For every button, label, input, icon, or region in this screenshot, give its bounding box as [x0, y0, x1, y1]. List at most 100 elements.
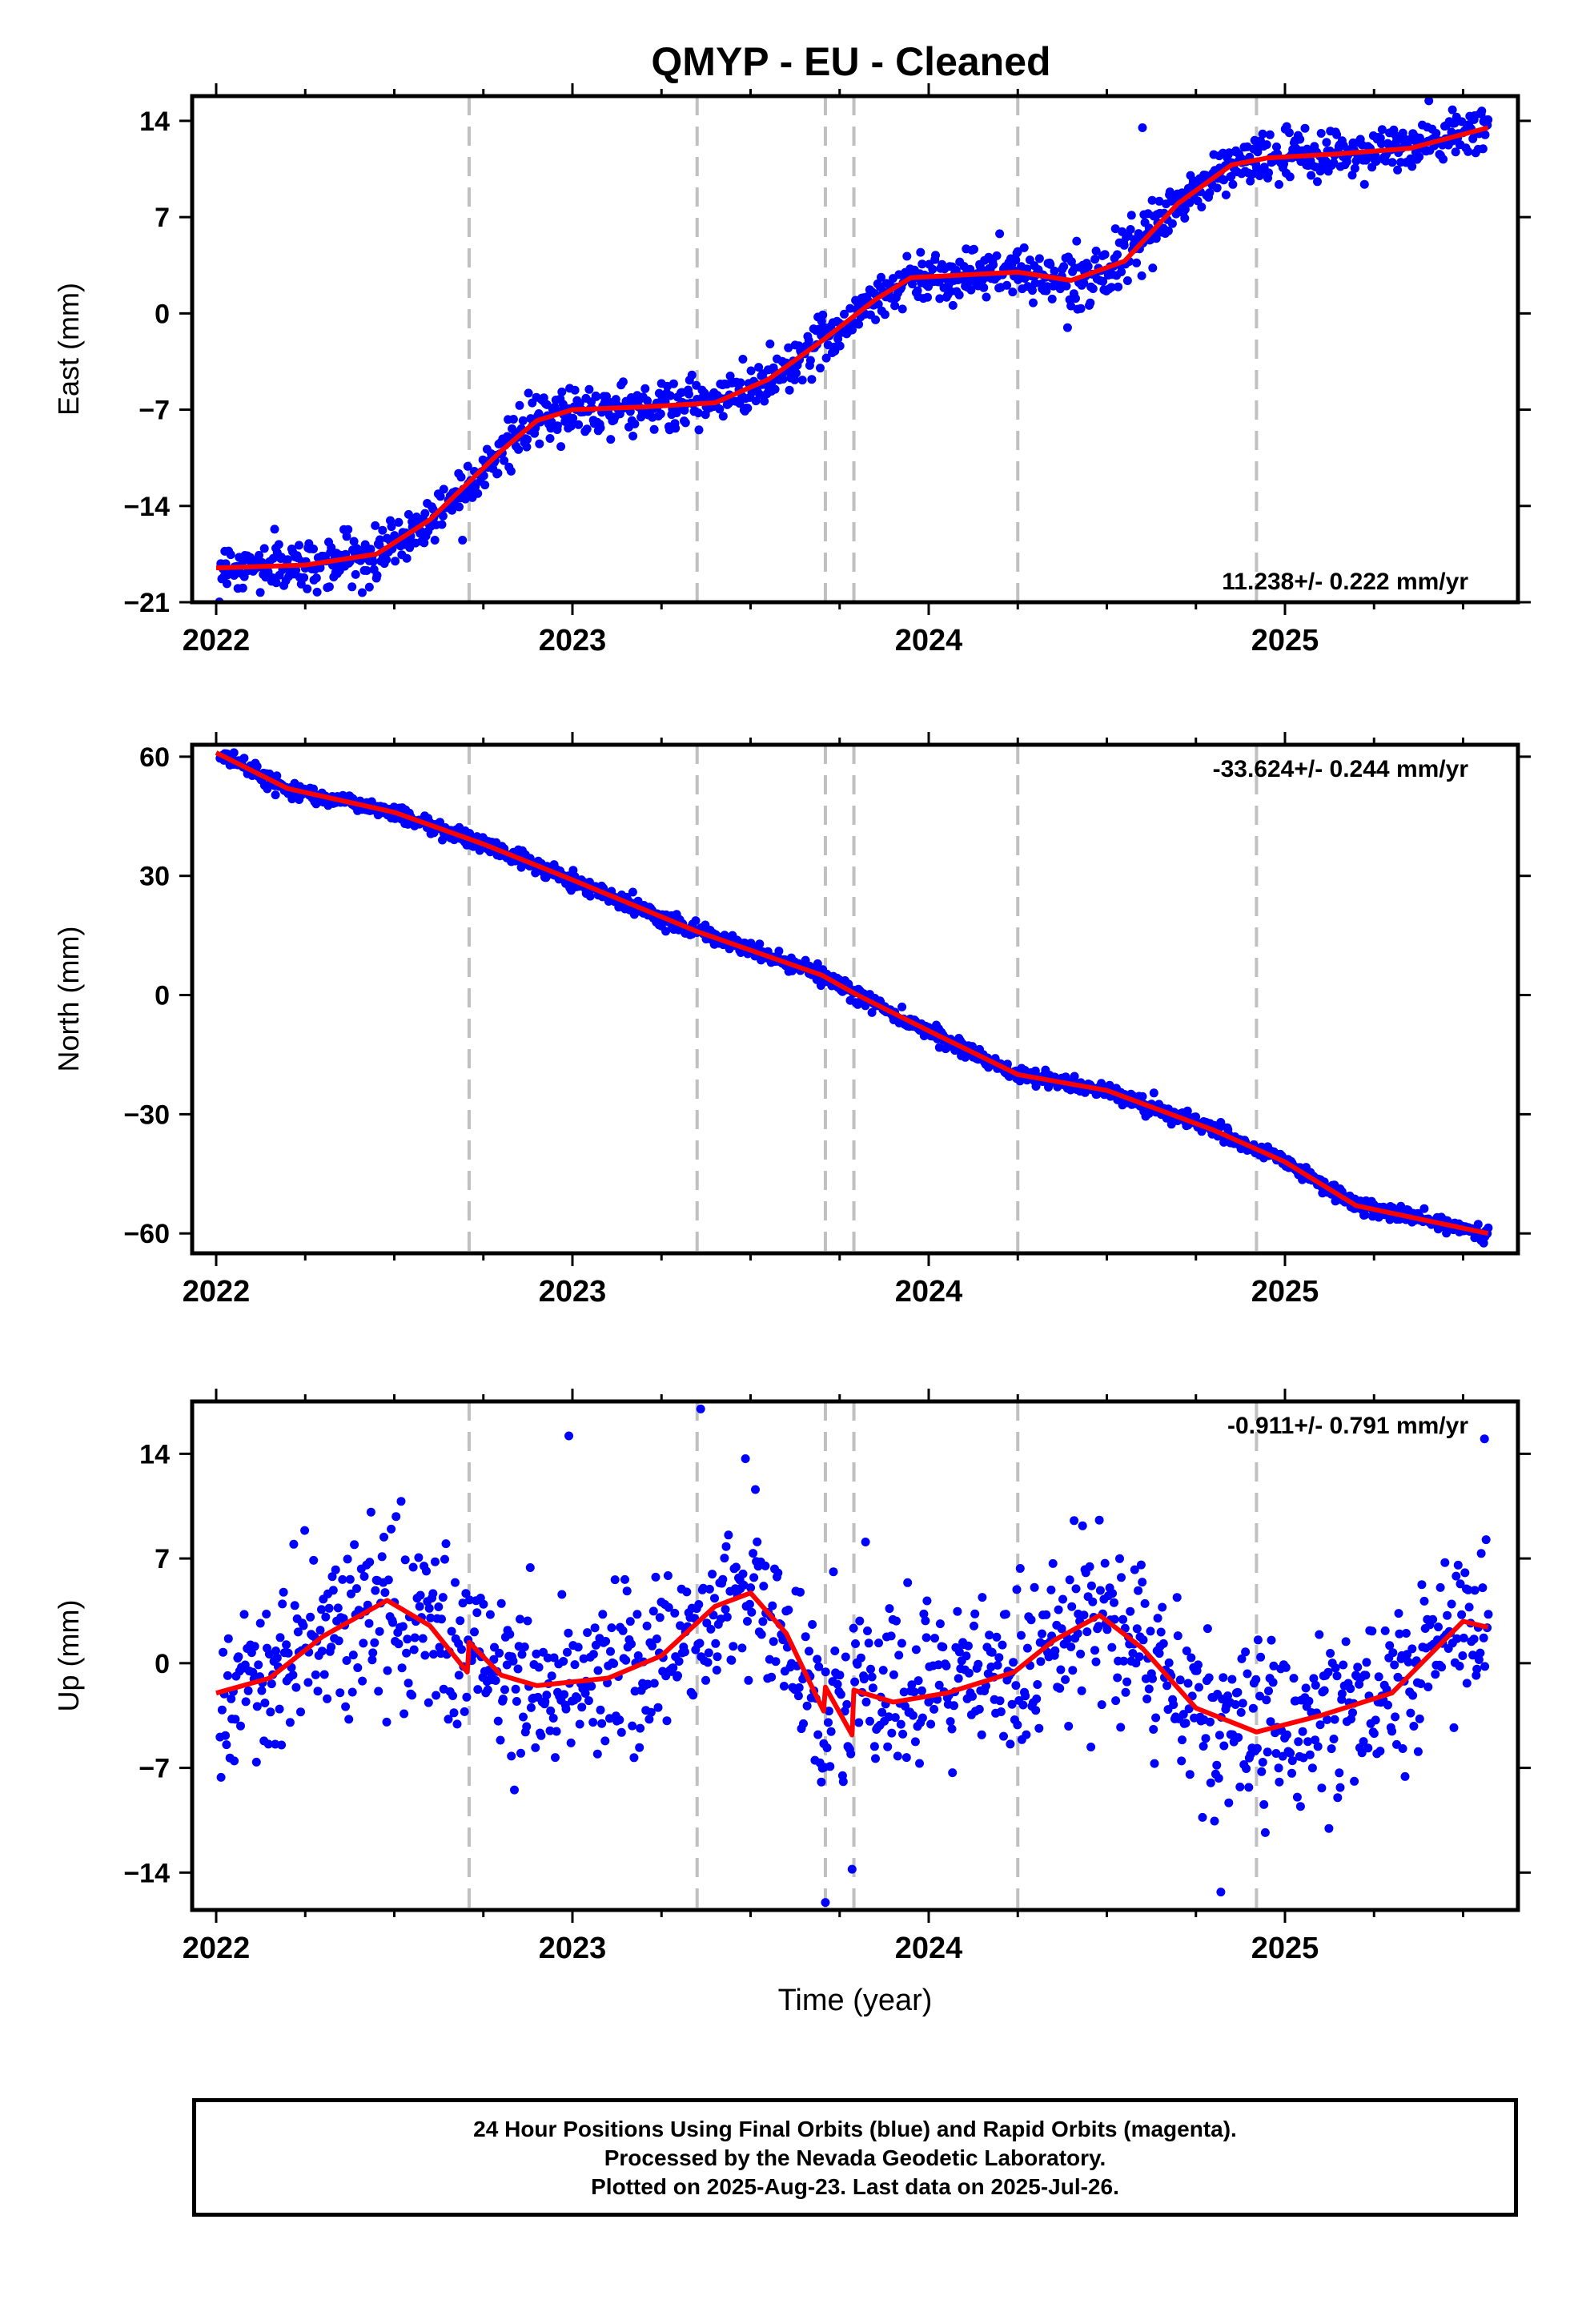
data-point — [771, 1657, 781, 1667]
data-point — [830, 1647, 840, 1655]
data-point — [916, 247, 926, 257]
data-point — [410, 1633, 420, 1642]
data-point — [974, 1704, 984, 1714]
data-point — [432, 1691, 441, 1700]
data-point — [1473, 1220, 1483, 1229]
data-point — [706, 1624, 716, 1634]
data-point — [262, 1610, 271, 1618]
data-point — [1248, 1703, 1258, 1713]
data-point — [768, 1601, 777, 1610]
data-point — [257, 1686, 267, 1695]
data-point — [808, 1620, 817, 1629]
data-point — [551, 1753, 560, 1763]
ytick-label: 60 — [139, 742, 170, 773]
data-point — [902, 251, 912, 261]
data-point — [747, 1607, 757, 1617]
data-point — [921, 1633, 931, 1642]
data-point — [592, 392, 601, 401]
data-point — [695, 1638, 705, 1648]
data-point — [513, 1664, 523, 1674]
data-point — [463, 461, 472, 471]
data-point — [850, 1677, 860, 1687]
data-point — [885, 1604, 894, 1614]
data-point — [877, 1707, 887, 1717]
data-point — [1390, 1660, 1399, 1670]
data-point — [1480, 130, 1490, 139]
data-point — [1377, 139, 1386, 149]
data-point — [1126, 1606, 1135, 1616]
data-point-outlier-4 — [564, 1431, 574, 1441]
data-point — [735, 399, 745, 408]
data-point — [962, 1651, 971, 1661]
data-point — [1098, 276, 1108, 286]
data-point — [512, 1697, 521, 1706]
data-point — [877, 272, 885, 282]
data-point — [643, 396, 652, 405]
data-point — [592, 1749, 602, 1759]
data-point — [282, 1640, 291, 1650]
data-point — [663, 1571, 673, 1580]
data-point — [1258, 1758, 1267, 1767]
data-point — [585, 891, 595, 901]
data-point — [347, 1687, 357, 1697]
data-point — [630, 419, 640, 428]
data-point — [1146, 1626, 1155, 1636]
data-point — [1323, 1667, 1333, 1677]
data-point — [1327, 1744, 1336, 1754]
data-point — [744, 1675, 753, 1685]
data-point — [1237, 1654, 1247, 1663]
data-point — [1100, 1558, 1110, 1568]
data-point — [934, 277, 944, 287]
data-point — [572, 1693, 582, 1703]
data-point — [522, 1722, 532, 1731]
data-point — [465, 1595, 474, 1605]
data-point — [313, 1687, 323, 1696]
data-point — [1315, 1720, 1325, 1730]
data-point — [241, 1697, 251, 1707]
data-point — [731, 1562, 741, 1572]
data-point — [628, 887, 637, 897]
data-point — [596, 1705, 605, 1715]
data-point — [725, 372, 735, 380]
data-point — [272, 1653, 282, 1663]
data-point — [1110, 1598, 1118, 1607]
data-point — [540, 1697, 550, 1707]
data-point — [424, 1603, 434, 1613]
panel-up: −14 −7 0 7 14 2022 2023 2024 2025 Up (mm) Time (ye… — [52, 1389, 1531, 2017]
data-point — [1021, 1691, 1030, 1701]
data-point — [759, 1582, 769, 1591]
data-point — [1090, 1646, 1099, 1655]
data-point — [779, 1682, 789, 1691]
data-point — [489, 1655, 499, 1664]
data-point — [1457, 117, 1467, 127]
data-point — [835, 1671, 845, 1680]
panel-east: −21 −14 −7 0 7 14 2022 2023 2024 2025 East (mm) 11.… — [52, 83, 1531, 657]
data-point — [1353, 1663, 1363, 1672]
data-point — [1329, 158, 1339, 167]
data-point — [291, 1683, 301, 1692]
data-point — [311, 1670, 320, 1679]
data-point — [234, 1652, 243, 1662]
data-point — [1307, 1763, 1317, 1773]
data-point — [610, 1575, 620, 1585]
data-point — [901, 1753, 911, 1763]
data-point — [1350, 163, 1359, 173]
data-point — [1287, 1768, 1296, 1778]
data-point — [365, 1558, 375, 1567]
data-point — [1011, 1681, 1021, 1691]
data-point — [1434, 1622, 1443, 1632]
data-point — [1022, 1643, 1032, 1653]
data-point — [1091, 1657, 1101, 1667]
data-point — [970, 1621, 978, 1630]
data-point — [255, 588, 265, 597]
data-point — [556, 442, 566, 452]
data-point — [505, 1630, 515, 1639]
data-point — [616, 1727, 626, 1737]
data-point — [724, 1530, 733, 1540]
data-point — [1062, 323, 1072, 332]
data-point — [606, 435, 616, 444]
data-point — [458, 536, 468, 545]
data-point — [1332, 1671, 1342, 1681]
data-point — [1257, 1767, 1267, 1776]
data-point — [646, 1707, 656, 1717]
